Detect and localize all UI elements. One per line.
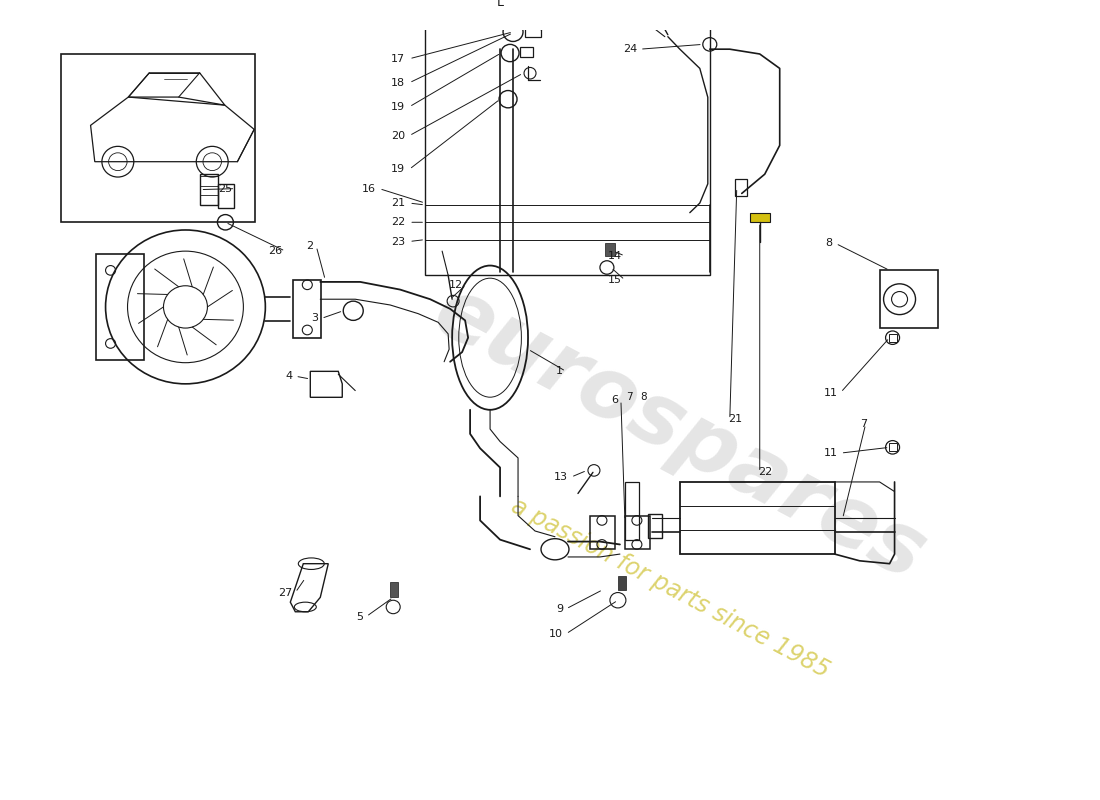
Text: 21: 21	[392, 198, 405, 208]
Text: 22: 22	[758, 467, 772, 478]
Text: 19: 19	[392, 164, 405, 174]
Text: 7: 7	[860, 419, 868, 430]
Bar	[625, 482, 639, 540]
Bar	[648, 514, 662, 538]
Text: L: L	[497, 0, 504, 9]
Text: 18: 18	[392, 78, 405, 88]
Text: 2: 2	[306, 242, 313, 251]
Text: 9: 9	[556, 604, 563, 614]
Text: 11: 11	[824, 387, 837, 398]
Text: 27: 27	[278, 587, 293, 598]
Text: 5: 5	[356, 611, 363, 622]
Text: 15: 15	[608, 275, 622, 285]
Bar	[426, 20, 710, 275]
Text: eurospares: eurospares	[420, 270, 939, 598]
Text: 12: 12	[449, 280, 463, 290]
Bar	[889, 443, 896, 451]
Bar	[219, 184, 234, 208]
Text: 10: 10	[549, 629, 563, 639]
Bar	[525, 25, 541, 37]
Text: 21: 21	[728, 414, 741, 425]
Bar	[880, 270, 937, 328]
Text: 13: 13	[554, 472, 568, 482]
Text: 14: 14	[608, 251, 622, 261]
Text: 25: 25	[218, 184, 232, 194]
Bar	[200, 174, 219, 205]
Text: 6: 6	[610, 395, 618, 405]
Bar	[390, 582, 398, 598]
Bar	[605, 243, 615, 256]
Bar	[889, 334, 896, 342]
Text: 26: 26	[268, 246, 283, 256]
Bar	[520, 47, 534, 57]
Text: 8: 8	[640, 392, 647, 402]
Text: 20: 20	[392, 130, 405, 141]
Text: 16: 16	[362, 184, 376, 194]
Text: 3: 3	[311, 314, 318, 323]
Bar	[96, 254, 143, 360]
Bar	[547, 10, 565, 22]
Bar	[60, 54, 255, 222]
Bar	[618, 576, 626, 590]
Text: 4: 4	[285, 371, 293, 381]
Text: 8: 8	[825, 238, 833, 249]
Text: 1: 1	[556, 366, 563, 376]
Text: 7: 7	[627, 392, 634, 402]
Text: a passion for parts since 1985: a passion for parts since 1985	[507, 494, 833, 682]
Bar	[750, 213, 770, 222]
Text: 17: 17	[392, 54, 405, 64]
Text: 11: 11	[824, 448, 837, 458]
Text: 19: 19	[392, 102, 405, 112]
Bar	[680, 482, 835, 554]
Text: 24: 24	[623, 44, 637, 54]
Text: 22: 22	[390, 218, 405, 227]
Bar	[517, 0, 542, 15]
Text: 23: 23	[392, 237, 405, 246]
Bar	[735, 179, 747, 196]
